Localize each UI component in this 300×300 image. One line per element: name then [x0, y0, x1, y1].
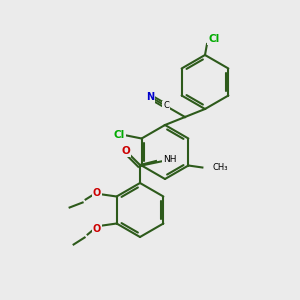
Text: O: O [92, 188, 101, 199]
Text: O: O [92, 224, 101, 233]
Text: Cl: Cl [114, 130, 125, 140]
Text: O: O [121, 146, 130, 156]
Text: NH: NH [163, 155, 176, 164]
Text: N: N [146, 92, 154, 102]
Text: Cl: Cl [208, 34, 220, 44]
Text: C: C [163, 101, 169, 110]
Text: CH₃: CH₃ [212, 163, 228, 172]
